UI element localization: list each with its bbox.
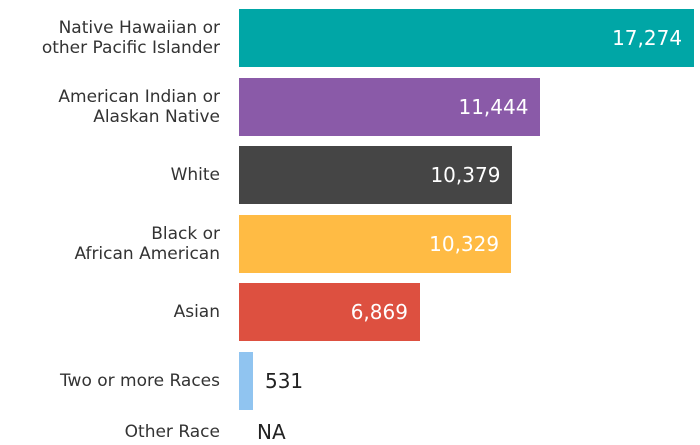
bar: [239, 9, 695, 67]
value-label: 531: [264, 368, 304, 393]
category-label: Two or more Races: [59, 370, 220, 391]
category-label: Native Hawaiian or other Pacific Islande…: [41, 18, 220, 58]
bar: [239, 77, 541, 136]
value-label: 6,869: [350, 300, 408, 324]
category-label: Asian: [173, 302, 220, 322]
category-label: American Indian or Alaskan Native: [58, 86, 220, 127]
category-label: Other Race: [124, 422, 220, 442]
value-label: 17,274: [612, 26, 683, 50]
value-label: NA: [257, 420, 286, 444]
value-label: 11,444: [458, 94, 529, 119]
category-label: White: [170, 165, 220, 185]
category-label: Black or African American: [74, 223, 220, 264]
value-label: 10,329: [429, 231, 500, 256]
bar: [239, 351, 253, 410]
value-label: 10,379: [430, 163, 501, 187]
bar: [239, 214, 512, 273]
bar: [239, 146, 513, 204]
bar: [239, 283, 420, 341]
